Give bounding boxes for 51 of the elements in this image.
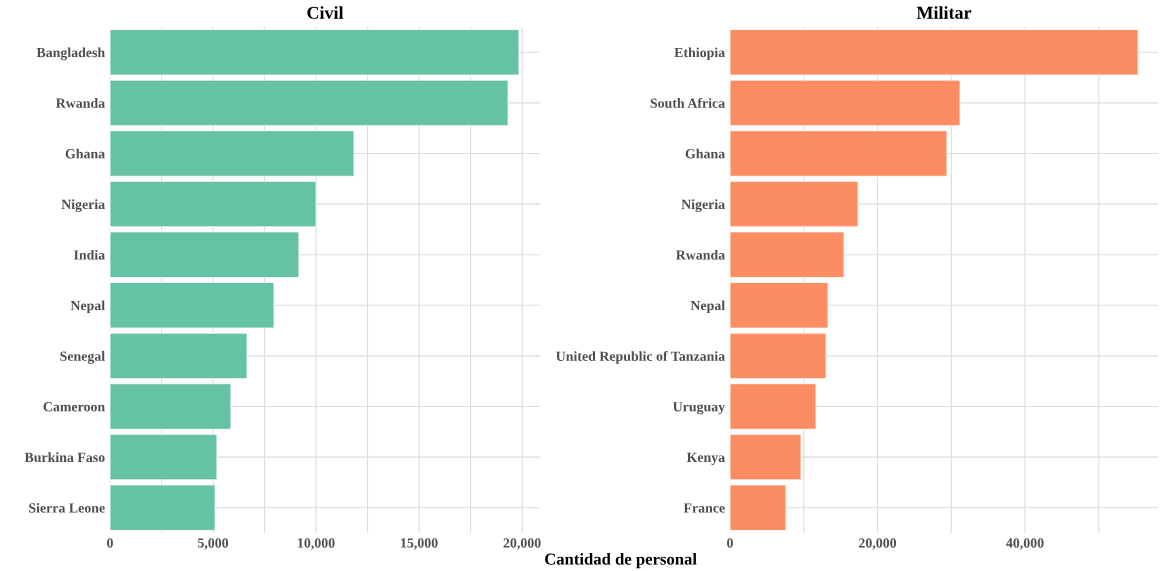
x-tick-label: 0 [107, 538, 113, 548]
y-tick-label: Ghana [685, 148, 725, 159]
bar [110, 332, 248, 380]
y-tick-label: Sierra Leone [29, 502, 105, 513]
bar [110, 29, 520, 76]
y-tick-label: Cameroon [43, 402, 105, 412]
y-tick-label: Burkina Faso [24, 452, 105, 463]
bar [730, 332, 827, 380]
y-tick-label: Rwanda [675, 249, 725, 260]
bar [110, 130, 355, 177]
y-tick-label: United Republic of Tanzania [556, 351, 725, 364]
y-tick-label: Nigeria [681, 199, 725, 212]
y-tick-label: Nepal [690, 300, 725, 314]
bar [730, 180, 859, 228]
chart-title: Civil [307, 6, 344, 19]
x-tick-label: 5,000 [197, 538, 229, 550]
chart-title: Militar [916, 6, 972, 19]
y-tick-label: Senegal [60, 351, 105, 364]
bar [730, 79, 961, 127]
y-tick-label: Bangladesh [36, 47, 105, 61]
y-tick-label: Rwanda [55, 98, 105, 108]
y-tick-label: Nigeria [61, 199, 105, 212]
y-tick-label: Nepal [70, 300, 105, 314]
bar [730, 433, 802, 481]
bar [730, 29, 1139, 76]
x-tick-label: 20,000 [503, 538, 541, 550]
x-tick-label: 15,000 [401, 538, 438, 550]
bar [110, 79, 509, 127]
y-tick-label: India [73, 249, 105, 260]
x-tick-label: 0 [727, 538, 733, 548]
bar [730, 130, 948, 177]
bar [110, 282, 275, 329]
bar [110, 433, 218, 481]
bar [110, 180, 317, 228]
x-tick-label: 40,000 [1006, 538, 1044, 550]
bar [730, 282, 829, 329]
y-tick-label: France [683, 503, 725, 513]
bar [110, 231, 300, 278]
y-tick-label: Ghana [65, 148, 105, 159]
bar [110, 383, 232, 430]
x-axis-title: Cantidad de personal [545, 553, 697, 569]
x-tick-label: 10,000 [298, 538, 335, 550]
bar [730, 383, 817, 430]
x-tick-label: 20,000 [859, 538, 897, 550]
bar [730, 231, 845, 278]
y-tick-label: Uruguay [673, 402, 725, 415]
bar [110, 484, 216, 531]
y-tick-label: South Africa [650, 97, 725, 108]
y-tick-label: Ethiopia [674, 47, 725, 61]
bar [730, 484, 787, 531]
y-tick-label: Kenya [686, 452, 725, 465]
